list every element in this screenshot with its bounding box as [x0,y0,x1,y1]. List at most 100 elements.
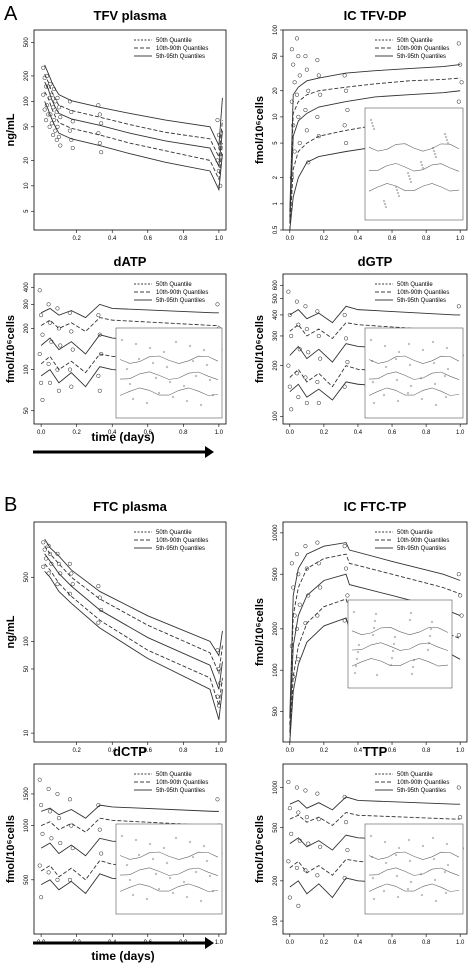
inset-point [354,664,358,668]
observation-point [99,121,104,126]
observation-point [37,863,42,868]
inset-point [421,844,425,848]
observation-point [289,831,294,836]
inset-point [188,840,192,844]
observation-point [69,384,74,389]
inset-point [145,401,149,405]
x-tick-label: 0.8 [179,236,188,242]
quantile-line [40,804,219,819]
plot-frame [33,521,227,743]
observation-point [58,841,63,846]
observation-point [456,304,461,309]
observation-point [294,371,299,376]
observation-point [46,361,51,366]
inset-point [395,378,399,382]
observation-point [289,407,294,412]
y-tick-label: 2000 [273,622,279,636]
inset-curve [351,626,449,636]
observation-point [47,551,53,556]
inset-point [194,870,198,874]
observation-point [316,134,321,139]
inset-point [370,855,374,859]
observation-point [55,582,60,587]
observation-point [303,107,308,113]
inset-point [382,889,386,893]
quantile-line [44,571,223,720]
observation-point [304,67,309,72]
quantile-line [44,563,223,706]
chart-title: TTP [363,744,388,759]
quantile-line [44,64,223,148]
y-tick-label: 500 [24,37,30,48]
legend-entry: 10th-90th Quantiles [156,538,208,544]
inset-point [446,367,450,371]
inset-point [446,141,450,145]
time-arrowhead-a [205,446,214,458]
inset-curve [119,355,219,364]
observation-point [292,80,297,85]
observation-point [46,870,51,875]
inset-point [384,365,388,369]
y-tick-label: 600 [273,280,279,291]
observation-point [316,73,321,78]
inset-point [394,357,398,361]
inset-point [148,346,152,350]
observation-point [97,388,102,393]
x-tick-label: 0.0 [286,748,295,754]
inset-point [191,855,195,859]
legend-entry: 10th-90th Quantiles [397,290,449,296]
inset-point [372,401,376,405]
observation-point [215,118,220,123]
inset-point [171,891,175,895]
inset-point [409,180,413,184]
observation-point [69,137,74,142]
inset-point [125,367,129,371]
observation-point [315,58,320,63]
legend-entry: 10th-90th Quantiles [156,290,208,296]
inset-point [370,359,374,363]
quantile-line [289,64,461,213]
inset-point [154,872,158,876]
observation-point [67,367,72,372]
observation-point [294,92,299,97]
observation-point [97,332,102,337]
y-tick-label: 100 [273,24,279,35]
chart-panel: dGTP fmol/10⁶cells 100 200 300 400 500 600 0.0 0.… [254,254,468,436]
y-tick-label: 50 [24,665,30,672]
inset-point [134,838,138,842]
inset-point [211,889,215,893]
observation-point [458,593,463,598]
inset-point [208,874,212,878]
y-tick-label: 200 [24,323,30,334]
y-axis-label: fmol/10⁶cells [254,96,266,164]
inset-curve [368,851,460,860]
y-tick-label: 10 [24,729,30,736]
observation-point [97,827,102,832]
observation-point [67,561,72,566]
observation-point [345,107,350,113]
inset-point [433,382,437,386]
observation-point [46,543,51,548]
inset-point [372,626,376,630]
inset-point [384,861,388,865]
y-axis-label: fmol/10⁶cells [254,598,266,666]
x-tick-label: 0.4 [108,236,117,242]
observation-point [291,62,296,67]
observation-point [345,848,350,853]
observation-point [97,112,102,117]
observation-point [289,333,294,339]
observation-point [70,119,75,124]
inset-point [420,163,424,167]
inset-point [157,887,161,891]
time-arrowhead-b [205,937,214,949]
y-tick-label: 10 [24,182,30,189]
y-tick-label: 400 [273,309,279,320]
observation-point [42,547,47,552]
observation-point [315,791,320,796]
section-a-label: A [4,3,18,25]
y-tick-label: 5 [273,141,279,145]
inset-point [444,891,448,895]
inset-point [205,859,209,863]
observation-point [47,320,53,325]
